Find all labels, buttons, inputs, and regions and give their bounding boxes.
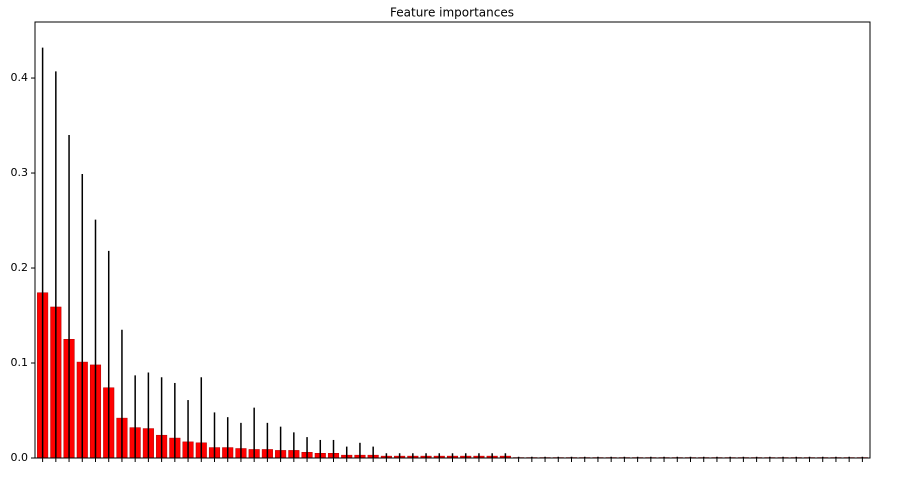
y-tick-label: 0.2 [11, 261, 29, 274]
chart-title: Feature importances [390, 6, 514, 20]
y-tick-label: 0.1 [11, 356, 29, 369]
y-tick-label: 0.4 [11, 71, 29, 84]
y-tick-label: 0.0 [11, 451, 29, 464]
y-tick-label: 0.3 [11, 166, 29, 179]
plot-frame [34, 21, 871, 459]
